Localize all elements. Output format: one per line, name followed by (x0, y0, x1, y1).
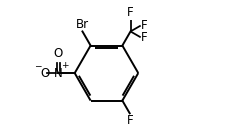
Text: F: F (126, 114, 133, 127)
Text: +: + (61, 61, 68, 71)
Text: F: F (141, 19, 147, 32)
Text: O: O (40, 67, 49, 80)
Text: Br: Br (76, 18, 89, 31)
Text: N: N (54, 67, 63, 80)
Text: F: F (127, 6, 133, 19)
Text: −: − (34, 61, 42, 71)
Text: O: O (54, 47, 63, 60)
Text: F: F (141, 31, 147, 44)
